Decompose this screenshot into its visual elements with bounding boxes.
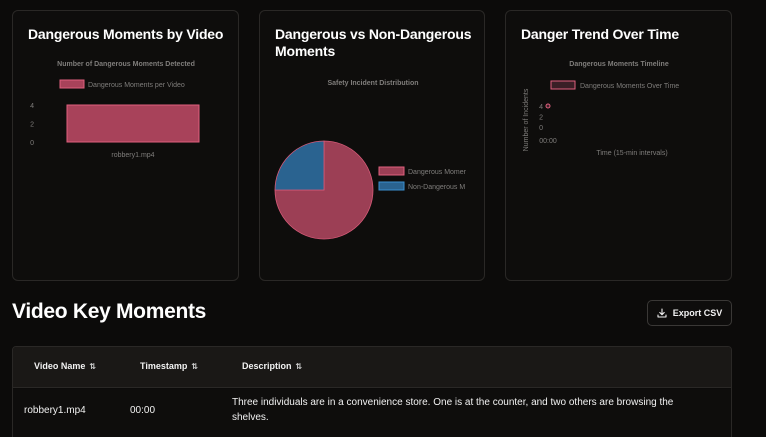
y-tick-label: 2 (539, 115, 543, 122)
section-title: Video Key Moments (12, 300, 207, 323)
bar (66, 104, 200, 143)
table-header: Video Name ⇅ Timestamp ⇅ Description ⇅ (13, 347, 731, 388)
pie-legend: Dangerous Momer Non-Dangerous M (378, 166, 467, 191)
y-tick-label: 2 (30, 122, 34, 129)
card-title: Dangerous vs Non-Dangerous Moments (275, 26, 472, 59)
cell-description: Three individuals are in a convenience s… (232, 397, 674, 423)
export-csv-button[interactable]: Export CSV (647, 300, 732, 326)
legend-label[interactable]: Dangerous Moments per Video (88, 82, 185, 89)
x-tick-label: robbery1.mp4 (111, 152, 154, 159)
card-title: Danger Trend Over Time (521, 26, 679, 42)
pie-chart-title: Safety Incident Distribution (327, 80, 418, 87)
bar-plot-area: 0 2 4 robbery1.mp4 (30, 103, 200, 159)
line-chart-title: Dangerous Moments Timeline (569, 61, 669, 68)
legend-label: Non-Dangerous M (408, 184, 465, 191)
download-icon (657, 308, 667, 318)
column-header-timestamp[interactable]: Timestamp ⇅ (140, 361, 199, 371)
dangerous-moments-by-video-card: Dangerous Moments by Video Number of Dan… (12, 10, 239, 281)
y-tick-label: 4 (30, 103, 34, 110)
x-axis-label: Time (15-min intervals) (596, 150, 667, 157)
dangerous-vs-nondangerous-card: Dangerous vs Non-Dangerous Moments Safet… (259, 10, 485, 281)
card-title: Dangerous Moments by Video (28, 26, 224, 42)
line-plot-area: 0 2 4 00:00 (539, 103, 557, 145)
danger-trend-card: Danger Trend Over Time Dangerous Moments… (505, 10, 732, 281)
data-point (545, 103, 551, 109)
legend-swatch (378, 166, 405, 176)
pie-slice (274, 140, 374, 240)
bar-chart: Number of Dangerous Moments Detected Dan… (30, 61, 200, 159)
sort-icon: ⇅ (295, 361, 303, 371)
legend-swatch (378, 181, 405, 191)
cell-video-name: robbery1.mp4 (24, 405, 86, 416)
bar-chart-title: Number of Dangerous Moments Detected (57, 61, 195, 68)
legend-label[interactable]: Dangerous Moments Over Time (580, 83, 679, 90)
sort-icon: ⇅ (191, 361, 199, 371)
y-tick-label: 0 (30, 140, 34, 147)
legend-label: Dangerous Momer (408, 169, 467, 176)
export-csv-label: Export CSV (672, 308, 723, 318)
y-tick-label: 4 (539, 104, 543, 111)
sort-icon: ⇅ (89, 361, 97, 371)
column-header-description[interactable]: Description ⇅ (242, 361, 303, 371)
pie-slice (274, 140, 325, 191)
cell-timestamp: 00:00 (130, 405, 156, 416)
table-row[interactable]: robbery1.mp4 00:00 Three individuals are… (13, 389, 731, 437)
y-tick-label: 0 (539, 125, 543, 132)
pie-plot-area (274, 140, 374, 240)
legend-swatch (59, 79, 85, 89)
y-axis-label: Number of Incidents (523, 88, 530, 151)
line-chart: Dangerous Moments Timeline Dangerous Mom… (523, 61, 679, 157)
column-header-video-name[interactable]: Video Name ⇅ (34, 361, 97, 371)
pie-chart: Safety Incident Distribution Dangerous M… (274, 80, 467, 240)
key-moments-table: Video Name ⇅ Timestamp ⇅ Description ⇅ r… (12, 346, 732, 437)
x-tick-label: 00:00 (539, 138, 557, 145)
legend-swatch (550, 80, 576, 90)
